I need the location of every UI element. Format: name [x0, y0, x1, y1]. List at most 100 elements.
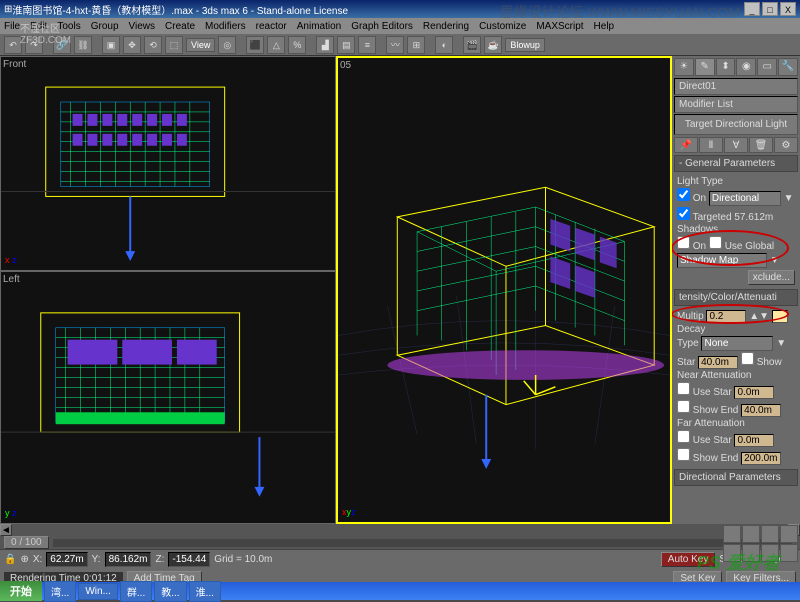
menu-views[interactable]: Views — [129, 21, 156, 32]
menu-animation[interactable]: Animation — [297, 21, 341, 32]
time-slider[interactable]: 0 / 100 — [0, 536, 800, 549]
select-button[interactable]: ▣ — [102, 36, 120, 54]
zoom-button[interactable] — [723, 525, 741, 543]
color-swatch[interactable] — [772, 310, 788, 323]
zoom-extents-button[interactable] — [761, 525, 779, 543]
snap-button[interactable]: ⬛ — [246, 36, 264, 54]
curve-editor-button[interactable]: 〰 — [386, 36, 404, 54]
utilities-tab[interactable]: 🔧 — [778, 58, 798, 76]
menu-customize[interactable]: Customize — [479, 21, 526, 32]
viewport-front[interactable]: Front — [0, 56, 336, 271]
menu-rendering[interactable]: Rendering — [423, 21, 469, 32]
close-button[interactable]: X — [780, 2, 796, 16]
modifier-list-dropdown[interactable]: Modifier List — [674, 96, 798, 113]
scale-button[interactable]: ⬚ — [165, 36, 183, 54]
decay-start-spinner[interactable]: 40.0m — [698, 356, 738, 369]
menu-help[interactable]: Help — [594, 21, 615, 32]
config-button[interactable]: ⚙ — [774, 137, 798, 153]
remove-mod-button[interactable]: 🗑 — [749, 137, 773, 153]
left-wireframe — [1, 272, 335, 523]
directional-rollout[interactable]: Directional Parameters — [674, 469, 798, 486]
viewport-left[interactable]: Left y z — [0, 271, 336, 524]
intensity-rollout[interactable]: tensity/Color/Attenuati — [674, 289, 798, 306]
decay-type-dropdown[interactable]: None — [701, 336, 773, 351]
display-tab[interactable]: ▭ — [757, 58, 777, 76]
near-end-spinner[interactable]: 40.0m — [741, 404, 781, 417]
pin-stack-button[interactable]: 📌 — [674, 137, 698, 153]
abs-rel-button[interactable]: ⊕ — [20, 554, 28, 565]
near-use-checkbox[interactable] — [677, 382, 690, 395]
create-tab[interactable]: ☀ — [674, 58, 694, 76]
render-scene-button[interactable]: 🎬 — [463, 36, 481, 54]
near-start-spinner[interactable]: 0.0m — [734, 386, 774, 399]
modify-tab[interactable]: ✎ — [695, 58, 715, 76]
lock-button[interactable]: 🔒 — [4, 554, 16, 565]
hierarchy-tab[interactable]: ⬍ — [716, 58, 736, 76]
viewport-scroll[interactable]: ◄► — [0, 524, 800, 536]
maximize-viewport-button[interactable] — [780, 544, 798, 562]
exclude-button[interactable]: xclude... — [748, 270, 795, 285]
taskbar-item-4[interactable]: 淮... — [189, 581, 221, 602]
viewport-left-label: Left — [3, 274, 20, 285]
show-end-button[interactable]: Ⅱ — [699, 137, 723, 153]
light-on-checkbox[interactable] — [677, 188, 690, 201]
modifier-stack[interactable]: Target Directional Light — [674, 114, 798, 135]
ref-coord-dropdown[interactable]: View — [186, 38, 215, 52]
quick-render-button[interactable]: ☕ — [484, 36, 502, 54]
menu-file[interactable]: File — [4, 21, 20, 32]
status-bar: ◄► 0 / 100 🔒 ⊕ X:62.27m Y:86.162m Z:-154… — [0, 524, 800, 582]
z-coord-field[interactable]: -154.44 — [168, 552, 210, 567]
rotate-button[interactable]: ⟲ — [144, 36, 162, 54]
main-toolbar: ↶ ↷ 🔗 ⛓ ▣ ✥ ⟲ ⬚ View ◎ ⬛ △ % ▟ ▤ ≡ 〰 ⊞ ◐… — [0, 34, 800, 56]
use-global-checkbox[interactable] — [709, 236, 722, 249]
general-params-rollout[interactable]: - General Parameters — [674, 155, 798, 172]
align-button[interactable]: ▤ — [337, 36, 355, 54]
minimize-button[interactable]: _ — [744, 2, 760, 16]
mirror-button[interactable]: ▟ — [316, 36, 334, 54]
zoom-extents-all-button[interactable] — [780, 525, 798, 543]
decay-show-checkbox[interactable] — [741, 352, 754, 365]
zoom-all-button[interactable] — [742, 525, 760, 543]
multiplier-label: Multip — [677, 311, 704, 322]
y-coord-field[interactable]: 86.162m — [105, 552, 152, 567]
menu-modifiers[interactable]: Modifiers — [205, 21, 246, 32]
far-start-spinner[interactable]: 0.0m — [734, 434, 774, 447]
targeted-checkbox[interactable] — [677, 207, 690, 220]
multiplier-spinner[interactable]: 0.2 — [706, 310, 746, 323]
render-type-dropdown[interactable]: Blowup — [505, 38, 545, 52]
schematic-button[interactable]: ⊞ — [407, 36, 425, 54]
unlink-button[interactable]: ⛓ — [74, 36, 92, 54]
menu-maxscript[interactable]: MAXScript — [536, 21, 583, 32]
taskbar-item-0[interactable]: 湾... — [44, 581, 76, 602]
layer-button[interactable]: ≡ — [358, 36, 376, 54]
near-show-checkbox[interactable] — [677, 400, 690, 413]
far-use-checkbox[interactable] — [677, 430, 690, 443]
unique-button[interactable]: ∀ — [724, 137, 748, 153]
move-button[interactable]: ✥ — [123, 36, 141, 54]
menu-grapheditors[interactable]: Graph Editors — [351, 21, 413, 32]
object-name-field[interactable]: Direct01 — [674, 78, 798, 95]
percent-snap-button[interactable]: % — [288, 36, 306, 54]
maximize-button[interactable]: □ — [762, 2, 778, 16]
start-button[interactable]: 开始 — [0, 581, 42, 601]
menu-create[interactable]: Create — [165, 21, 195, 32]
far-end-spinner[interactable]: 200.0m — [741, 452, 781, 465]
menu-reactor[interactable]: reactor — [256, 21, 287, 32]
taskbar-item-1[interactable]: Win... — [78, 583, 118, 600]
menu-group[interactable]: Group — [91, 21, 119, 32]
shadow-type-dropdown[interactable]: Shadow Map — [677, 253, 767, 268]
far-show-checkbox[interactable] — [677, 448, 690, 461]
x-coord-field[interactable]: 62.27m — [46, 552, 87, 567]
viewport-perspective[interactable]: 05 — [336, 56, 672, 524]
watermark-topleft: 不懂社区ZF3D.COM — [20, 20, 71, 46]
taskbar-item-3[interactable]: 教... — [154, 581, 186, 602]
angle-snap-button[interactable]: △ — [267, 36, 285, 54]
light-type-dropdown[interactable]: Directional — [709, 191, 781, 206]
taskbar-item-2[interactable]: 群... — [120, 581, 152, 602]
motion-tab[interactable]: ◉ — [736, 58, 756, 76]
material-button[interactable]: ◐ — [435, 36, 453, 54]
shadows-on-checkbox[interactable] — [677, 236, 690, 249]
center-button[interactable]: ◎ — [218, 36, 236, 54]
frame-display[interactable]: 0 / 100 — [4, 536, 49, 549]
watermark-bottomright: PS 爱好者 — [697, 549, 780, 575]
